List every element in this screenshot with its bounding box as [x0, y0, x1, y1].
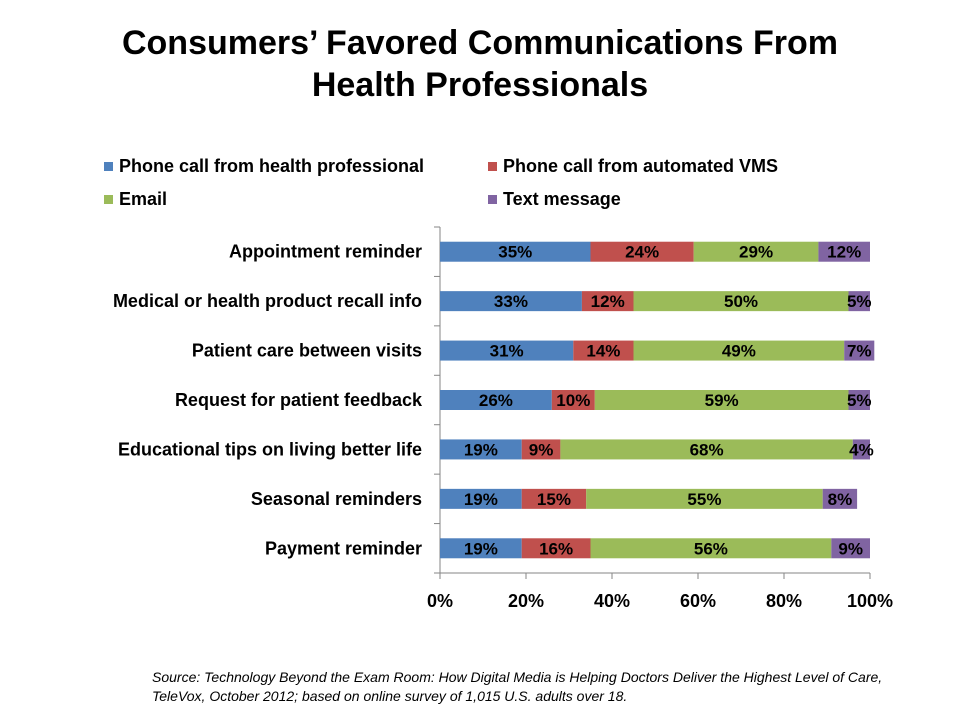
- category-label: Patient care between visits: [192, 341, 422, 361]
- data-label: 24%: [625, 243, 659, 262]
- bar-segment: [521, 488, 587, 509]
- data-label: 19%: [464, 539, 498, 558]
- bar-segment: [594, 390, 849, 410]
- bar-segment: [848, 291, 870, 312]
- legend-swatch: [488, 162, 497, 171]
- data-label: 31%: [490, 342, 524, 361]
- x-tick-label: 60%: [680, 591, 716, 611]
- bar-segment: [822, 488, 858, 509]
- bar-segment: [440, 340, 574, 361]
- data-label: 9%: [529, 440, 554, 459]
- category-label: Medical or health product recall info: [113, 291, 422, 311]
- data-label: 19%: [464, 440, 498, 459]
- x-tick-label: 80%: [766, 591, 802, 611]
- bar-segment: [521, 439, 561, 460]
- data-label: 19%: [464, 490, 498, 509]
- bar-segment: [581, 291, 634, 312]
- data-label: 29%: [739, 243, 773, 262]
- x-tick-label: 100%: [847, 591, 893, 611]
- data-label: 4%: [849, 440, 874, 459]
- category-label: Payment reminder: [265, 538, 422, 558]
- bar-segment: [440, 390, 552, 410]
- chart-title: Consumers’ Favored Communications From H…: [0, 22, 960, 106]
- bar-segment: [590, 241, 694, 262]
- bar-segment: [586, 488, 823, 509]
- data-label: 16%: [539, 539, 573, 558]
- legend-item-phone-health-professional: Phone call from health professional: [104, 156, 424, 177]
- category-label: Educational tips on living better life: [118, 439, 422, 459]
- chart-title-line-2: Health Professionals: [311, 66, 649, 104]
- data-label: 7%: [847, 342, 872, 361]
- data-label: 8%: [828, 490, 853, 509]
- bar-segment: [521, 538, 591, 559]
- bar-segment: [831, 538, 870, 559]
- data-label: 5%: [847, 391, 872, 410]
- x-tick-label: 20%: [508, 591, 544, 611]
- x-tick-label: 0%: [427, 591, 453, 611]
- chart-title-line-1: Consumers’ Favored Communications From: [121, 24, 839, 62]
- data-label: 59%: [705, 391, 739, 410]
- data-label: 68%: [690, 440, 724, 459]
- data-label: 49%: [722, 342, 756, 361]
- bar-segment: [848, 390, 870, 410]
- bar-segment: [440, 538, 522, 559]
- source-note: Source: Technology Beyond the Exam Room:…: [152, 669, 883, 704]
- legend-label: Phone call from health professional: [119, 156, 425, 176]
- legend-item-email: Email: [104, 189, 167, 210]
- legend-swatch: [104, 195, 113, 204]
- category-label: Seasonal reminders: [251, 489, 422, 509]
- data-label: 5%: [847, 292, 872, 311]
- bar-segment: [633, 340, 845, 361]
- bar-segment: [818, 241, 870, 262]
- data-label: 56%: [694, 539, 728, 558]
- legend-swatch: [488, 195, 497, 204]
- legend-label: Email: [119, 189, 168, 209]
- bar-segment: [852, 439, 870, 460]
- bar-segment: [551, 390, 595, 410]
- bar-segment: [560, 439, 853, 460]
- data-label: 15%: [537, 490, 571, 509]
- legend-label: Phone call from automated VMS: [503, 156, 779, 176]
- bar-segment: [440, 291, 582, 312]
- bar-segment: [633, 291, 849, 312]
- data-label: 12%: [827, 243, 861, 262]
- x-tick-label: 40%: [594, 591, 630, 611]
- data-label: 33%: [494, 292, 528, 311]
- bar-segment: [844, 340, 875, 361]
- bar-segment: [440, 241, 591, 262]
- category-label: Appointment reminder: [229, 242, 422, 262]
- legend-item-text-message: Text message: [488, 189, 621, 210]
- data-label: 50%: [724, 292, 758, 311]
- category-label: Request for patient feedback: [175, 390, 423, 410]
- data-label: 10%: [556, 391, 590, 410]
- bar-segment: [440, 439, 522, 460]
- bar-segment: [693, 241, 819, 262]
- data-label: 12%: [591, 292, 625, 311]
- bar-segment: [440, 488, 522, 509]
- bar-segment: [573, 340, 634, 361]
- bar-segment: [590, 538, 832, 559]
- data-label: 9%: [838, 539, 863, 558]
- data-label: 14%: [586, 342, 620, 361]
- legend-item-phone-automated-vms: Phone call from automated VMS: [488, 156, 778, 177]
- legend-label: Text message: [503, 189, 621, 209]
- data-label: 35%: [498, 243, 532, 262]
- data-label: 26%: [479, 391, 513, 410]
- data-label: 55%: [687, 490, 721, 509]
- legend-swatch: [104, 162, 113, 171]
